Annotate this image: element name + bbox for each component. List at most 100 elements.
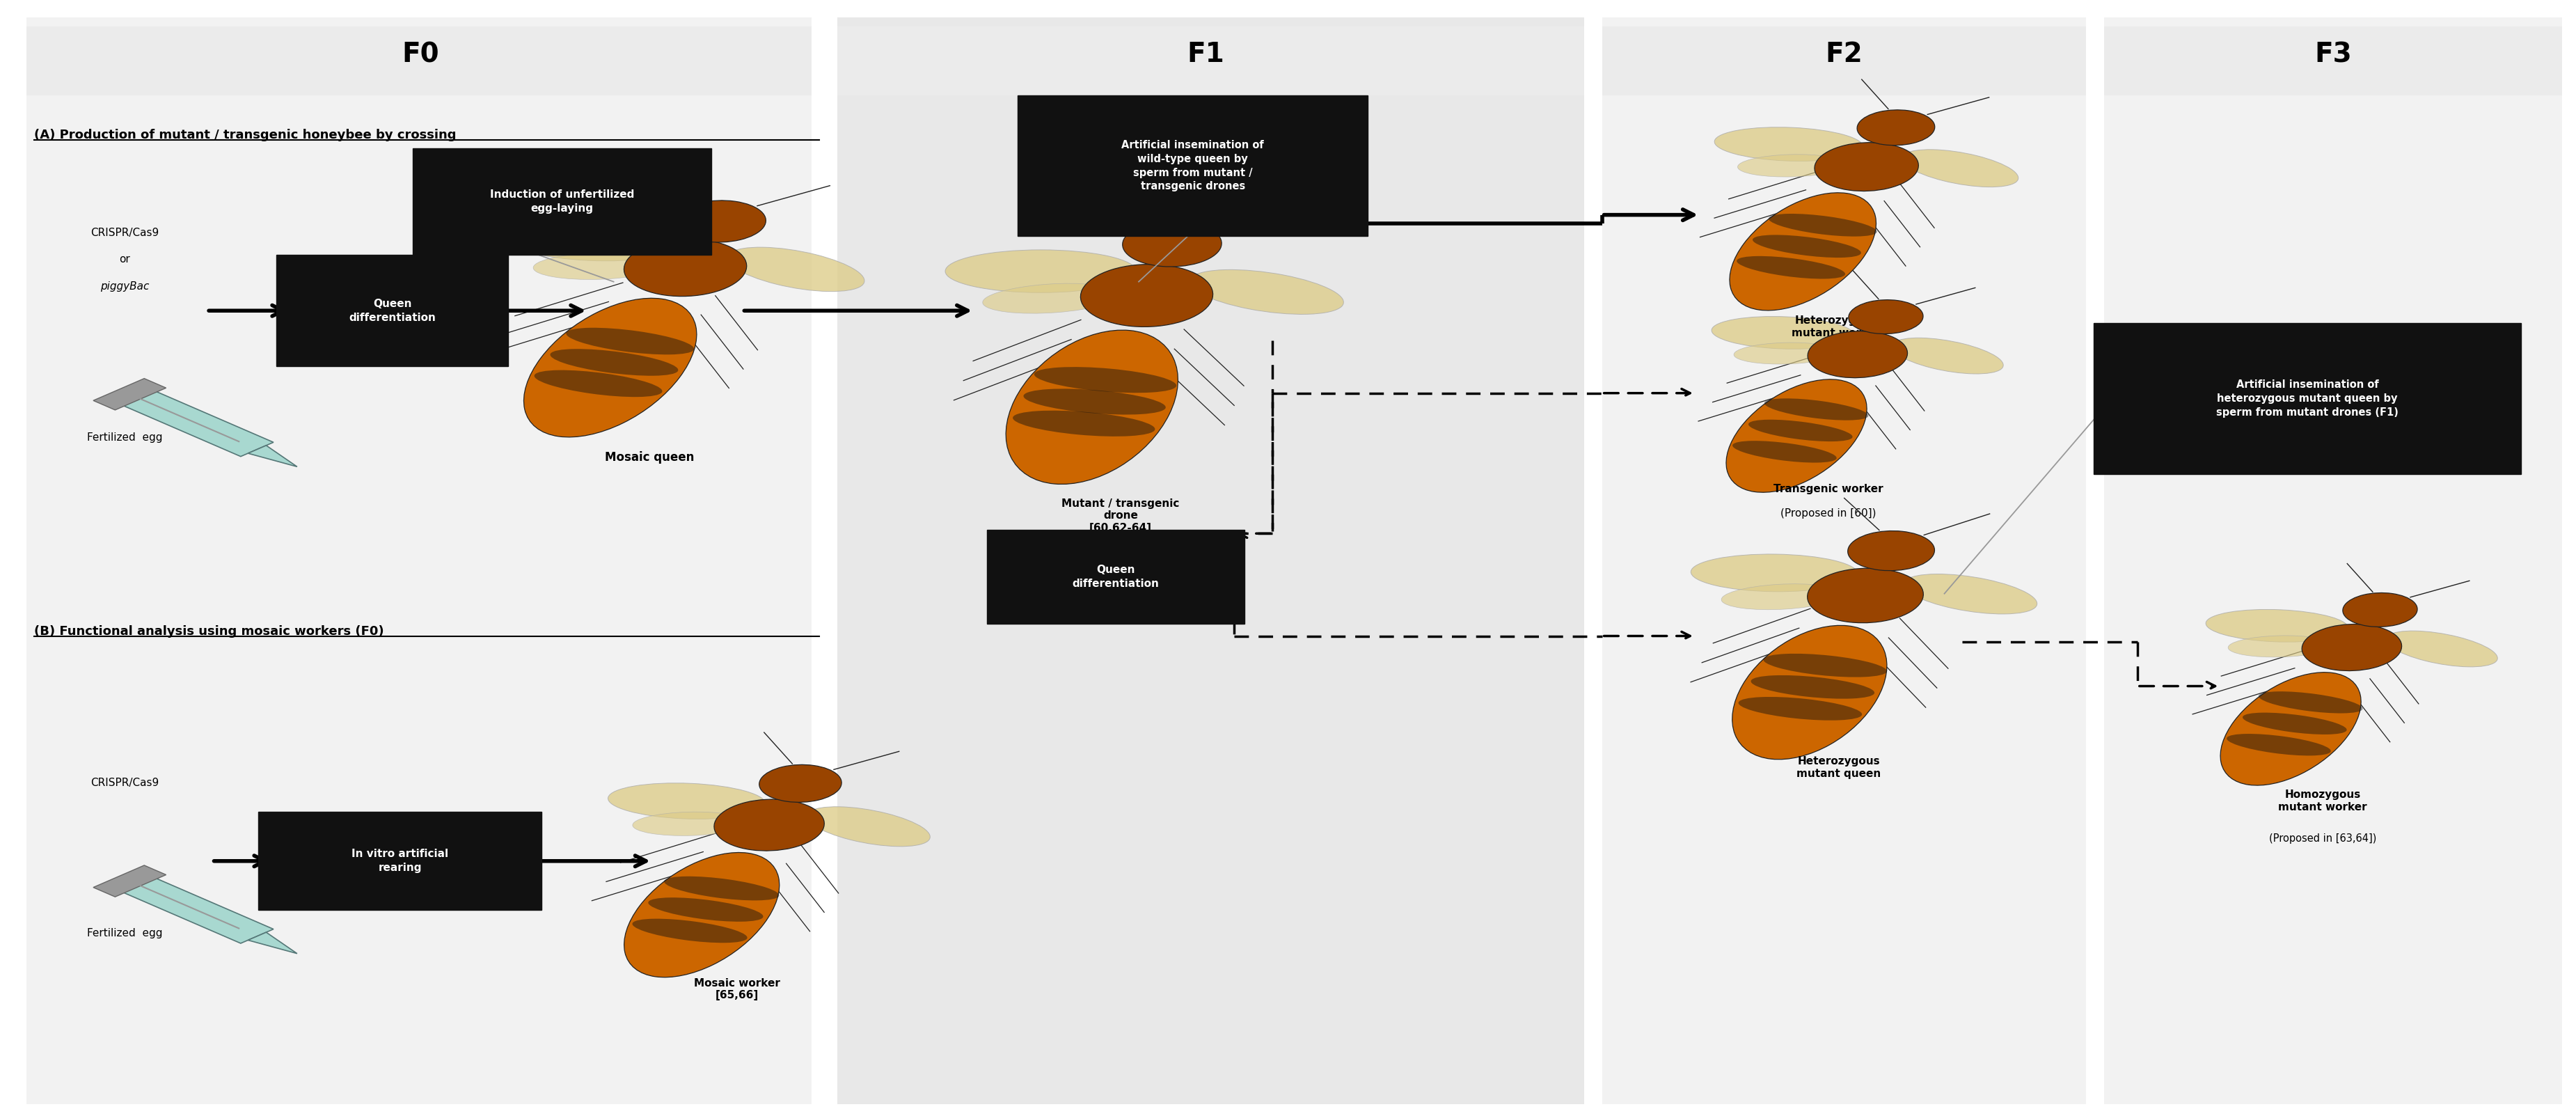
Ellipse shape	[623, 853, 781, 978]
Ellipse shape	[2303, 624, 2401, 671]
Text: Queen
differentiation: Queen differentiation	[348, 299, 435, 323]
FancyBboxPatch shape	[987, 530, 1244, 624]
FancyBboxPatch shape	[26, 27, 811, 96]
Text: CRISPR/Cas9: CRISPR/Cas9	[90, 778, 160, 788]
FancyBboxPatch shape	[837, 27, 1584, 96]
Ellipse shape	[1857, 109, 1935, 145]
FancyBboxPatch shape	[1018, 96, 1368, 237]
Text: Mosaic queen: Mosaic queen	[605, 452, 696, 464]
FancyBboxPatch shape	[2105, 27, 2563, 96]
Text: Mosaic worker
[65,66]: Mosaic worker [65,66]	[693, 978, 781, 1000]
Ellipse shape	[1734, 441, 1837, 463]
Ellipse shape	[726, 248, 866, 291]
Polygon shape	[93, 865, 165, 897]
Ellipse shape	[533, 371, 662, 397]
Ellipse shape	[1739, 696, 1862, 720]
Text: Fertilized  egg: Fertilized egg	[88, 929, 162, 939]
Ellipse shape	[1012, 411, 1154, 436]
Ellipse shape	[675, 201, 765, 242]
Text: (A) Production of mutant / transgenic honeybee by crossing: (A) Production of mutant / transgenic ho…	[33, 129, 456, 142]
Polygon shape	[247, 445, 296, 466]
FancyBboxPatch shape	[412, 148, 711, 254]
Ellipse shape	[1808, 331, 1906, 378]
Ellipse shape	[523, 298, 696, 437]
FancyBboxPatch shape	[258, 812, 541, 910]
Ellipse shape	[1123, 221, 1221, 267]
FancyBboxPatch shape	[26, 18, 811, 1104]
Polygon shape	[247, 932, 296, 953]
Ellipse shape	[1891, 338, 2004, 374]
Polygon shape	[113, 387, 273, 456]
Text: Mutant / transgenic
drone
[60,62-64]: Mutant / transgenic drone [60,62-64]	[1061, 499, 1180, 533]
Text: Queen
differentiation: Queen differentiation	[1072, 565, 1159, 589]
Ellipse shape	[2342, 593, 2416, 627]
Text: Homozygous
mutant worker: Homozygous mutant worker	[2277, 790, 2367, 812]
Text: F0: F0	[402, 41, 438, 68]
Ellipse shape	[1901, 150, 2020, 187]
Text: Induction of unfertilized
egg-laying: Induction of unfertilized egg-laying	[489, 190, 634, 213]
Ellipse shape	[505, 221, 680, 261]
Ellipse shape	[981, 283, 1121, 314]
Ellipse shape	[1770, 214, 1878, 237]
Ellipse shape	[2244, 713, 2347, 734]
Ellipse shape	[1808, 568, 1924, 623]
Ellipse shape	[634, 812, 747, 836]
Text: or: or	[118, 254, 129, 264]
Ellipse shape	[1765, 398, 1868, 421]
Polygon shape	[113, 874, 273, 943]
Ellipse shape	[1710, 317, 1855, 349]
Ellipse shape	[1904, 574, 2038, 614]
Ellipse shape	[631, 918, 747, 943]
Ellipse shape	[1749, 420, 1852, 442]
Ellipse shape	[1850, 300, 1924, 334]
Text: CRISPR/Cas9: CRISPR/Cas9	[90, 228, 160, 238]
FancyBboxPatch shape	[837, 18, 1584, 1104]
Ellipse shape	[1728, 193, 1875, 310]
Ellipse shape	[2226, 734, 2331, 756]
Ellipse shape	[1731, 625, 1886, 759]
FancyBboxPatch shape	[2105, 18, 2563, 1104]
FancyBboxPatch shape	[1602, 27, 2087, 96]
Text: piggyBac: piggyBac	[100, 281, 149, 291]
Ellipse shape	[1690, 555, 1857, 591]
Ellipse shape	[1023, 388, 1167, 415]
Ellipse shape	[1716, 127, 1862, 161]
Ellipse shape	[533, 253, 659, 279]
FancyBboxPatch shape	[2094, 323, 2522, 474]
Ellipse shape	[1079, 264, 1213, 327]
Ellipse shape	[1752, 234, 1860, 258]
Ellipse shape	[623, 239, 747, 297]
Ellipse shape	[1033, 367, 1177, 393]
Ellipse shape	[2385, 631, 2499, 667]
Ellipse shape	[2228, 636, 2331, 657]
Ellipse shape	[1721, 584, 1842, 609]
Ellipse shape	[1005, 330, 1177, 484]
Ellipse shape	[760, 764, 842, 802]
Ellipse shape	[1736, 256, 1844, 279]
Ellipse shape	[1847, 531, 1935, 570]
Text: (Proposed in [63,64]): (Proposed in [63,64])	[2269, 834, 2378, 844]
Polygon shape	[93, 378, 165, 410]
Text: Heterozygous
mutant worker
[64]: Heterozygous mutant worker [64]	[1793, 316, 1880, 350]
Ellipse shape	[2221, 672, 2362, 786]
Ellipse shape	[649, 897, 762, 922]
Ellipse shape	[714, 799, 824, 850]
Ellipse shape	[567, 328, 693, 355]
Ellipse shape	[608, 783, 765, 819]
Ellipse shape	[1190, 270, 1345, 315]
Text: F2: F2	[1826, 41, 1862, 68]
Ellipse shape	[1726, 379, 1868, 492]
Text: In vitro artificial
rearing: In vitro artificial rearing	[350, 849, 448, 873]
Text: F1: F1	[1188, 41, 1224, 68]
Text: F3: F3	[2313, 41, 2352, 68]
Ellipse shape	[551, 349, 677, 376]
Text: Artificial insemination of
heterozygous mutant queen by
sperm from mutant drones: Artificial insemination of heterozygous …	[2215, 379, 2398, 417]
Ellipse shape	[2205, 609, 2349, 642]
Ellipse shape	[1814, 143, 1919, 191]
Ellipse shape	[806, 807, 930, 846]
Ellipse shape	[1739, 154, 1844, 176]
Ellipse shape	[1765, 654, 1886, 677]
Ellipse shape	[665, 876, 778, 901]
FancyBboxPatch shape	[1602, 18, 2087, 1104]
Ellipse shape	[1734, 343, 1837, 364]
